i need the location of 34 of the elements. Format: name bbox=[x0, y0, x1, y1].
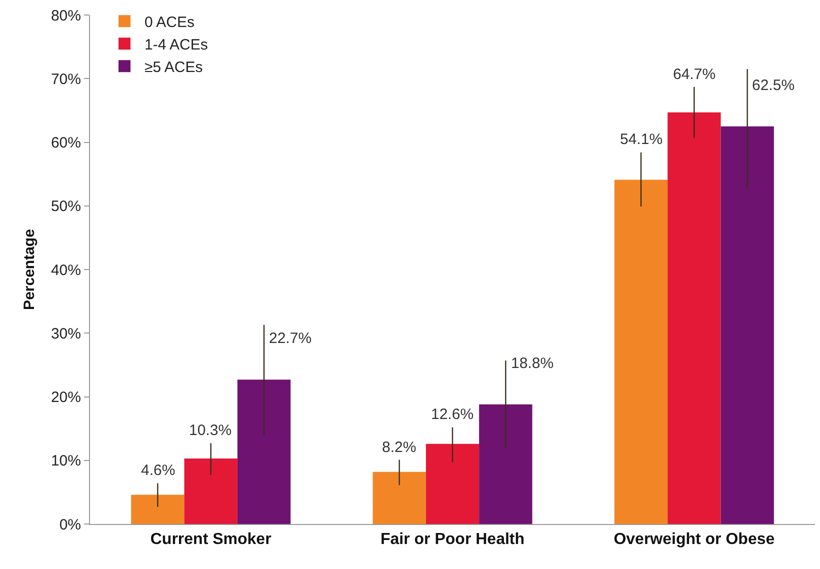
y-tick-label: 50% bbox=[50, 198, 81, 216]
y-tick-label: 40% bbox=[50, 262, 81, 279]
x-tick-label: Overweight or Obese bbox=[614, 531, 775, 548]
data-label: 4.6% bbox=[141, 462, 176, 479]
bar bbox=[668, 112, 721, 524]
bar bbox=[720, 126, 774, 524]
y-tick-label: 10% bbox=[50, 452, 81, 470]
y-axis-title: Percentage bbox=[21, 229, 38, 310]
x-tick-label: Current Smoker bbox=[150, 531, 272, 548]
bar bbox=[372, 472, 426, 524]
y-tick-label: 70% bbox=[50, 70, 81, 88]
data-label: 18.8% bbox=[511, 355, 554, 372]
legend-label: 0 ACEs bbox=[144, 14, 195, 31]
bar bbox=[184, 458, 238, 524]
bar bbox=[426, 444, 480, 524]
y-tick-label: 20% bbox=[50, 389, 81, 406]
y-tick-label: 0% bbox=[59, 516, 81, 534]
data-label: 8.2% bbox=[382, 439, 416, 456]
y-tick-label: 30% bbox=[50, 325, 81, 342]
y-tick-label: 80% bbox=[50, 7, 81, 24]
data-label: 10.3% bbox=[189, 422, 232, 439]
x-tick-label: Fair or Poor Health bbox=[380, 531, 525, 548]
y-tick-label: 60% bbox=[50, 134, 81, 152]
bar bbox=[479, 404, 532, 524]
bar bbox=[237, 380, 291, 524]
data-label: 54.1% bbox=[620, 131, 663, 148]
legend-label: ≥5 ACEs bbox=[144, 58, 203, 76]
bar bbox=[131, 494, 184, 524]
data-label: 62.5% bbox=[752, 77, 795, 94]
data-label: 64.7% bbox=[673, 66, 716, 83]
data-label: 22.7% bbox=[269, 330, 312, 347]
legend-label: 1-4 ACEs bbox=[144, 36, 208, 54]
bar bbox=[614, 180, 668, 524]
data-label: 12.6% bbox=[431, 406, 474, 423]
